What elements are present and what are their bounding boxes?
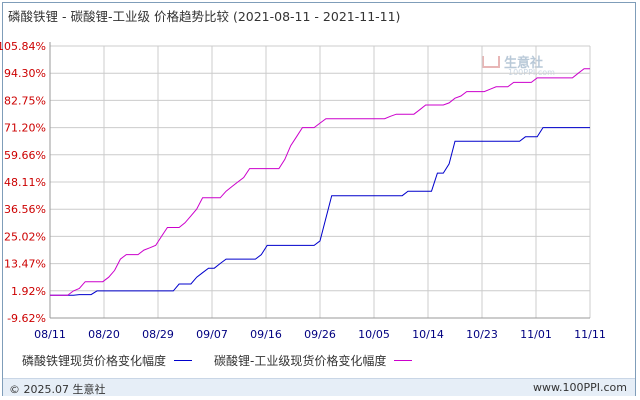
y-tick-label: 1.92% <box>11 285 46 298</box>
y-tick-label: 71.20% <box>4 122 46 135</box>
chart-date-range: (2021-08-11 - 2021-11-11) <box>232 9 401 24</box>
y-tick-label: 59.66% <box>4 149 46 162</box>
series-line-1 <box>50 127 590 296</box>
footer-copyright: © 2025.07 生意社 <box>9 383 106 396</box>
legend-label-series-1: 磷酸铁锂现货价格变化幅度 <box>22 354 167 368</box>
y-tick-label: 36.56% <box>4 203 46 216</box>
legend-swatch-series-2 <box>394 360 413 361</box>
legend-label-series-2: 碳酸锂-工业级现货价格变化幅度 <box>214 354 387 368</box>
y-tick-label: 25.02% <box>4 230 46 243</box>
x-tick-label: 09/16 <box>250 328 282 341</box>
chart-title: 磷酸铁锂 - 碳酸锂-工业级 价格趋势比较 (2021-08-11 - 2021… <box>8 6 400 25</box>
y-tick-label: 94.30% <box>4 67 46 80</box>
x-tick-label: 08/11 <box>34 328 66 341</box>
chart-title-text: 磷酸铁锂 - 碳酸锂-工业级 价格趋势比较 <box>8 9 229 24</box>
watermark: 生意社 100PPI.com <box>482 52 555 77</box>
footer-url[interactable]: www.100PPI.com <box>533 381 627 394</box>
x-tick-label: 10/05 <box>358 328 390 341</box>
legend: 磷酸铁锂现货价格变化幅度 碳酸锂-工业级现货价格变化幅度 <box>22 352 434 369</box>
x-tick-label: 10/14 <box>412 328 444 341</box>
y-tick-label: 13.47% <box>4 258 46 271</box>
x-tick-label: 09/26 <box>304 328 336 341</box>
footer-bar: © 2025.07 生意社 www.100PPI.com <box>3 378 635 396</box>
watermark-name: 生意社 <box>504 56 544 71</box>
x-tick-label: 08/20 <box>88 328 120 341</box>
x-tick-label: 11/11 <box>574 328 606 341</box>
y-tick-label: 48.11% <box>4 176 46 189</box>
y-tick-label: 82.75% <box>4 94 46 107</box>
x-tick-label: 09/07 <box>196 328 228 341</box>
x-tick-label: 10/23 <box>466 328 498 341</box>
legend-swatch-series-1 <box>174 360 193 361</box>
legend-item-series-2: 碳酸锂-工业级现货价格变化幅度 <box>214 352 413 369</box>
watermark-site: 100PPI.com <box>508 68 555 77</box>
x-tick-label: 11/01 <box>520 328 552 341</box>
series-line-2 <box>50 68 590 296</box>
y-tick-label: 105.84% <box>0 40 46 53</box>
legend-item-series-1: 磷酸铁锂现货价格变化幅度 <box>22 352 193 369</box>
x-tick-label: 08/29 <box>142 328 174 341</box>
watermark-house-icon <box>482 55 500 68</box>
y-tick-label: -9.62% <box>7 312 46 325</box>
